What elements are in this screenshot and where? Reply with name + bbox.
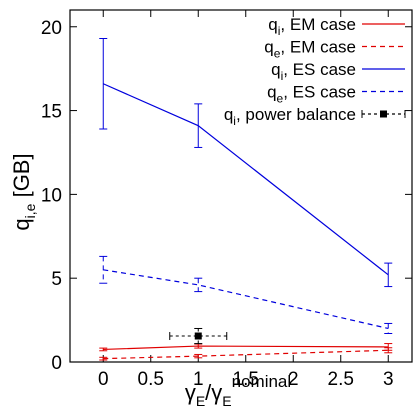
- legend-symbol: q: [271, 60, 280, 79]
- legend-label-1: qe, EM case: [264, 38, 356, 61]
- y-tick-label: 15: [41, 102, 62, 123]
- series-4: [169, 327, 228, 345]
- x-tick-label: 1.5: [233, 369, 259, 390]
- series-line: [103, 349, 389, 360]
- data-point: [194, 332, 202, 340]
- svg-text:qi,e [GB]: qi,e [GB]: [9, 153, 38, 230]
- series-group: [99, 37, 393, 361]
- tick-group: 0 0.5 1 1.5 2 2.5 3 0 5 10 15 20: [41, 10, 412, 390]
- series-3: [99, 255, 393, 335]
- ylabel-main: q: [9, 218, 34, 230]
- ylabel-unit-text: [GB]: [9, 153, 34, 197]
- legend-symbol: q: [267, 83, 276, 102]
- legend-symbol: q: [264, 38, 273, 57]
- y-tick-label: 20: [41, 18, 62, 39]
- xlabel-sub2: E: [222, 393, 231, 409]
- x-tick-label: 0: [98, 369, 109, 390]
- series-0: [99, 343, 393, 352]
- legend-label-0: qi, EM case: [268, 15, 356, 38]
- legend-subscript: e: [274, 47, 281, 61]
- xlabel-sup: nominal: [232, 372, 292, 391]
- xlabel-main: γ: [185, 380, 196, 405]
- legend-suffix: , ES case: [283, 83, 356, 102]
- legend-subscript: i: [278, 24, 281, 38]
- legend-subscript: e: [277, 92, 284, 106]
- legend-symbol: q: [268, 15, 277, 34]
- x-tick-label: 1: [193, 369, 204, 390]
- x-tick-label: 3: [383, 369, 394, 390]
- legend-subscript: i: [233, 114, 236, 128]
- y-tick-label: 0: [51, 353, 62, 374]
- y-tick-label: 5: [51, 269, 62, 290]
- ylabel-sub: i,e: [22, 203, 38, 218]
- x-tick-label: 2.5: [328, 369, 354, 390]
- plot-area: [69, 9, 413, 363]
- x-tick-label: 0.5: [138, 369, 164, 390]
- y-tick-label: 10: [41, 185, 62, 206]
- legend-label-4: qi, power balance: [224, 105, 356, 128]
- legend-suffix: , EM case: [280, 38, 356, 57]
- xlabel-slash: /γ: [205, 380, 222, 405]
- svg-text:γE/γEnominal: γE/γEnominal: [185, 372, 291, 409]
- legend-suffix: , power balance: [236, 105, 356, 124]
- series-line: [103, 269, 389, 330]
- plot-frame: [69, 9, 413, 363]
- legend-suffix: , ES case: [283, 60, 356, 79]
- series-line: [103, 345, 389, 351]
- legend-subscript: i: [281, 69, 284, 83]
- x-tick-label: 2: [288, 369, 299, 390]
- legend-label-3: qe, ES case: [267, 83, 356, 106]
- series-1: [99, 347, 393, 361]
- series-2: [99, 37, 393, 288]
- legend-label-2: qi, ES case: [271, 60, 356, 83]
- legend-symbol: q: [224, 105, 233, 124]
- y-axis-label: qi,e [GB]: [9, 153, 38, 230]
- legend-marker: [380, 110, 387, 118]
- x-axis-label: γE/γEnominal: [185, 372, 291, 409]
- legend-suffix: , EM case: [280, 15, 356, 34]
- xlabel-sub1: E: [196, 393, 205, 409]
